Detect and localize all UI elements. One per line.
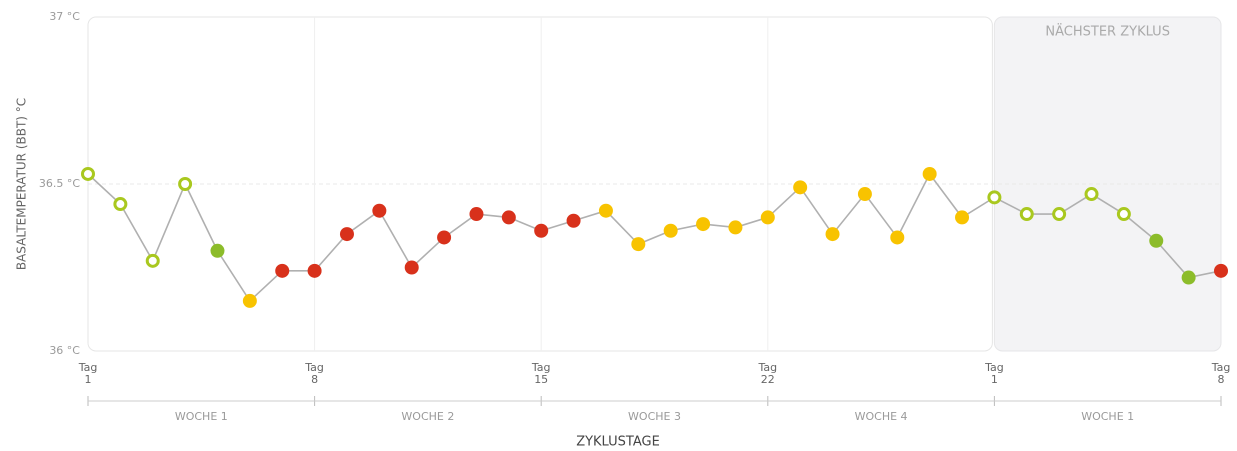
x-tick-label: Tag 15 bbox=[531, 361, 551, 386]
x-tick-label: Tag 8 bbox=[305, 361, 324, 386]
data-point bbox=[242, 293, 257, 308]
x-axis-label: ZYKLUSTAGE bbox=[576, 435, 660, 450]
data-point bbox=[210, 243, 225, 258]
data-point bbox=[696, 217, 711, 232]
data-point bbox=[825, 227, 840, 242]
data-point bbox=[339, 227, 354, 242]
data-point bbox=[1214, 263, 1228, 278]
data-point bbox=[534, 223, 549, 238]
week-label: WOCHE 3 bbox=[628, 410, 681, 423]
data-point bbox=[178, 177, 193, 191]
data-point bbox=[275, 263, 290, 278]
data-point bbox=[760, 210, 775, 225]
data-point bbox=[663, 223, 678, 238]
data-point bbox=[922, 166, 937, 181]
data-point bbox=[307, 263, 322, 278]
data-point bbox=[728, 220, 743, 235]
data-point bbox=[890, 230, 905, 245]
data-point bbox=[857, 187, 872, 202]
y-axis-label: BASALTEMPERATUR (BBT) °C bbox=[15, 98, 29, 270]
y-tick-label: 36 °C bbox=[49, 344, 80, 357]
x-tick-label: Tag 8 bbox=[1211, 361, 1231, 386]
week-label: WOCHE 2 bbox=[401, 410, 454, 423]
data-point bbox=[1181, 270, 1196, 285]
data-point bbox=[1149, 233, 1164, 248]
data-point bbox=[469, 207, 484, 222]
y-tick-label: 36.5 °C bbox=[39, 177, 80, 190]
data-point bbox=[145, 253, 160, 268]
data-point bbox=[987, 190, 1002, 205]
data-point bbox=[437, 230, 452, 245]
data-point bbox=[113, 197, 128, 212]
data-point bbox=[1019, 207, 1034, 222]
data-point bbox=[598, 203, 613, 218]
y-tick-label: 37 °C bbox=[49, 10, 80, 23]
x-tick-label: Tag 22 bbox=[758, 361, 778, 386]
data-point bbox=[631, 237, 646, 252]
next-cycle-label: NÄCHSTER ZYKLUS bbox=[1045, 24, 1170, 40]
data-point bbox=[501, 210, 516, 225]
data-point bbox=[1052, 207, 1067, 222]
data-point bbox=[1116, 207, 1131, 222]
data-point bbox=[566, 213, 581, 228]
data-point bbox=[955, 210, 970, 225]
data-point bbox=[793, 180, 808, 195]
x-tick-label: Tag 1 bbox=[985, 361, 1004, 386]
week-label: WOCHE 1 bbox=[175, 410, 228, 423]
week-label: WOCHE 1 bbox=[1081, 410, 1134, 423]
data-point bbox=[81, 166, 95, 181]
data-point bbox=[372, 203, 387, 218]
data-point bbox=[1084, 187, 1099, 202]
x-tick-label: Tag 1 bbox=[78, 361, 98, 386]
week-label: WOCHE 4 bbox=[855, 410, 908, 423]
data-point bbox=[404, 260, 419, 275]
